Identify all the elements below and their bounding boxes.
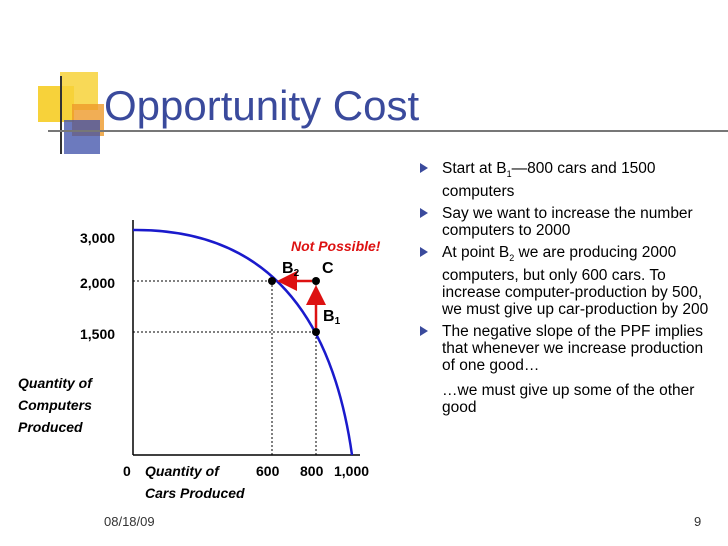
bullet-marker-icon <box>420 247 428 258</box>
y-axis-title-line-1: Quantity of <box>18 375 93 391</box>
x-tick-800: 800 <box>300 463 324 479</box>
title-underline <box>48 130 728 132</box>
x-tick-600: 600 <box>256 463 280 479</box>
x-axis-title-line-2: Cars Produced <box>145 485 245 501</box>
deco-square-yellow-2 <box>60 72 98 110</box>
bullet-text-tail: —800 cars and 1500 computers <box>442 160 656 201</box>
slide-title: Opportunity Cost <box>104 82 420 129</box>
bullet-marker-icon <box>420 326 428 337</box>
x-axis-title-line-1: Quantity of <box>145 463 220 479</box>
bullet-list: Start at B1—800 cars and 1500 computers … <box>416 160 716 421</box>
bullet-text: Start at B <box>442 160 507 177</box>
y-tick-3000: 3,000 <box>80 230 115 246</box>
label-b1: B1 <box>323 308 341 327</box>
label-b2: B2 <box>282 260 300 279</box>
not-possible-label: Not Possible! <box>291 238 381 254</box>
bullet-text: The negative slope of the PPF implies th… <box>442 323 704 375</box>
bullet-item: At point B2 we are producing 2000 comput… <box>416 244 716 318</box>
sub-bullet-item: …we must give up some of the other good <box>416 382 716 416</box>
bullet-subscript: 2 <box>509 253 515 264</box>
bullet-marker-icon <box>420 208 428 219</box>
bullet-item: The negative slope of the PPF implies th… <box>416 323 716 374</box>
y-tick-1500: 1,500 <box>80 326 115 342</box>
y-tick-2000: 2,000 <box>80 275 115 291</box>
footer-date: 08/18/09 <box>104 514 155 529</box>
sub-bullet-text: …we must give up some of the other good <box>442 382 695 417</box>
origin-label: 0 <box>123 463 131 479</box>
point-b1 <box>312 328 320 336</box>
deco-vertical-rule <box>60 76 62 154</box>
bullet-text: Say we want to increase the number compu… <box>442 205 693 240</box>
y-axis-title-line-3: Produced <box>18 419 83 435</box>
page-number: 9 <box>694 514 702 529</box>
y-axis-title-line-2: Computers <box>18 397 92 413</box>
bullet-marker-icon <box>420 163 428 173</box>
bullet-subscript: 1 <box>506 169 512 180</box>
bullet-text: At point B <box>442 244 510 262</box>
deco-square-blue <box>64 120 100 154</box>
point-b2 <box>268 277 276 285</box>
label-c: C <box>322 260 334 277</box>
ppf-curve <box>132 228 354 456</box>
bullet-item: Start at B1—800 cars and 1500 computers <box>416 160 716 200</box>
x-tick-1000: 1,000 <box>334 463 369 479</box>
bullet-text-tail: we are producing 2000 computers, but onl… <box>442 244 709 319</box>
point-c <box>312 277 320 285</box>
bullet-item: Say we want to increase the number compu… <box>416 205 716 239</box>
